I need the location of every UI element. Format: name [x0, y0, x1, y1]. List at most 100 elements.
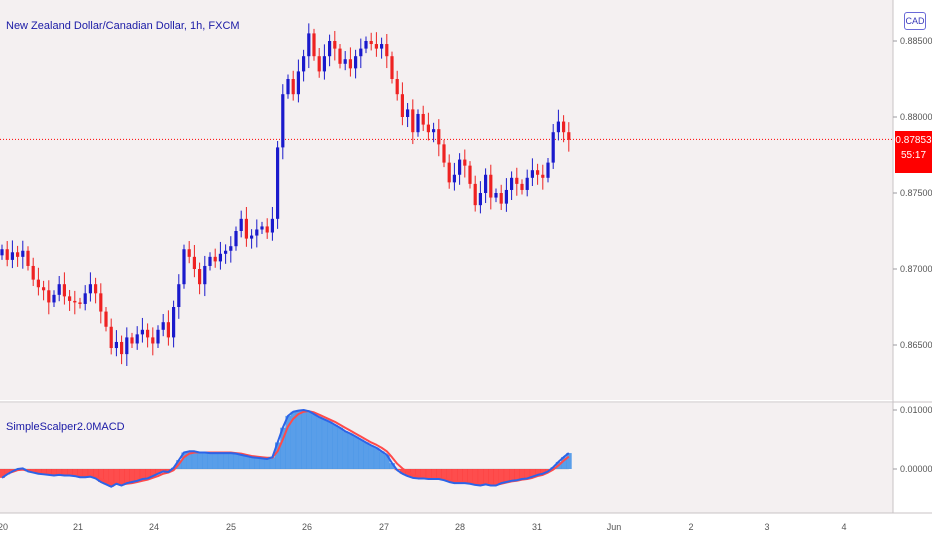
candle-body	[515, 177, 519, 184]
histogram-bar	[238, 454, 245, 469]
candle-body	[208, 256, 212, 266]
time-axis-label: 26	[302, 522, 312, 532]
time-axis-label: Jun	[607, 522, 622, 532]
histogram-bar	[488, 469, 494, 486]
candle-body	[213, 256, 217, 262]
bar-countdown: 55:17	[900, 150, 927, 161]
histogram-bar	[249, 457, 255, 469]
candle-body	[416, 113, 420, 133]
histogram-bar	[306, 411, 312, 469]
histogram-bar	[82, 469, 89, 478]
histogram-bar	[311, 414, 317, 469]
candle-body	[73, 300, 77, 303]
histogram-bar	[181, 452, 187, 469]
histogram-bar	[0, 469, 5, 478]
histogram-bar	[431, 469, 437, 480]
candle-body	[286, 79, 290, 95]
histogram-bar	[243, 456, 250, 469]
candle-body	[0, 249, 4, 256]
price-pane	[0, 23, 893, 366]
candle-body	[343, 59, 347, 64]
price-axis-label: 0.88500	[900, 36, 932, 46]
histogram-bar	[41, 469, 47, 475]
histogram-bar	[368, 445, 375, 469]
histogram-bar	[451, 469, 458, 484]
histogram-bar	[295, 410, 302, 469]
candle-body	[99, 293, 103, 312]
histogram-bar	[519, 469, 525, 480]
histogram-bar	[150, 469, 156, 477]
histogram-bar	[186, 451, 193, 469]
price-axis-label: 0.87500	[900, 188, 932, 198]
candle-body	[244, 218, 248, 239]
histogram-bar	[540, 469, 546, 474]
histogram-bar	[477, 469, 484, 486]
histogram-bar	[332, 424, 338, 469]
histogram-bar	[9, 469, 16, 472]
indicator-pane-background	[0, 403, 893, 513]
currency-badge[interactable]: CAD	[904, 12, 926, 30]
candle-body	[166, 322, 170, 338]
candle-body	[494, 193, 498, 198]
candle-body	[281, 94, 285, 148]
histogram-bar	[457, 469, 463, 484]
histogram-bar	[51, 469, 57, 476]
indicator-pane	[0, 409, 572, 488]
candle-body	[504, 189, 508, 204]
histogram-bar	[316, 417, 323, 469]
histogram-bar	[379, 451, 385, 469]
candle-body	[400, 94, 404, 117]
indicator-title[interactable]: SimpleScalper2.0MACD	[6, 421, 125, 433]
candle-body	[135, 334, 139, 344]
indicator-axis-label: 0.00000	[900, 464, 932, 474]
candle-body	[187, 249, 191, 257]
candle-body	[250, 235, 254, 239]
candle-body	[16, 252, 20, 257]
histogram-bar	[67, 469, 73, 476]
candle-body	[390, 56, 394, 79]
histogram-bar	[285, 415, 291, 469]
symbol-title[interactable]: New Zealand Dollar/Canadian Dollar, 1h, …	[6, 20, 240, 32]
candle-body	[255, 229, 259, 236]
candle-body	[484, 174, 488, 193]
candle-body	[68, 296, 72, 301]
candle-body	[192, 256, 196, 269]
candle-body	[161, 322, 165, 330]
histogram-bar	[197, 452, 203, 469]
candle-body	[47, 290, 51, 303]
histogram-bar	[384, 454, 390, 469]
histogram-bar	[358, 439, 364, 469]
candle-body	[177, 284, 181, 307]
candle-body	[52, 294, 56, 303]
candle-body	[36, 279, 40, 288]
histogram-bar	[389, 463, 395, 469]
candle-body	[114, 341, 118, 349]
histogram-bar	[493, 469, 499, 486]
candle-body	[5, 249, 9, 260]
candle-body	[525, 177, 529, 190]
candle-body	[151, 337, 155, 344]
histogram-bar	[56, 469, 63, 475]
current-price-tag: 0.87853 55:17	[895, 131, 932, 173]
candle-body	[218, 253, 222, 262]
histogram-bar	[498, 469, 505, 484]
histogram-bar	[264, 458, 271, 469]
histogram-bar	[483, 469, 489, 485]
time-axis-label: 28	[455, 522, 465, 532]
histogram-bar	[98, 469, 104, 482]
histogram-bar	[503, 469, 510, 482]
candle-body	[530, 170, 534, 178]
histogram-bar	[535, 469, 541, 475]
histogram-bar	[259, 458, 265, 469]
candle-body	[562, 121, 566, 133]
candle-body	[88, 284, 92, 294]
candle-body	[333, 41, 337, 49]
histogram-bar	[145, 469, 151, 479]
candle-body	[62, 284, 66, 297]
histogram-bar	[441, 469, 447, 481]
candle-body	[31, 265, 35, 280]
price-axis-label: 0.87000	[900, 264, 932, 274]
candle-body	[224, 250, 228, 254]
